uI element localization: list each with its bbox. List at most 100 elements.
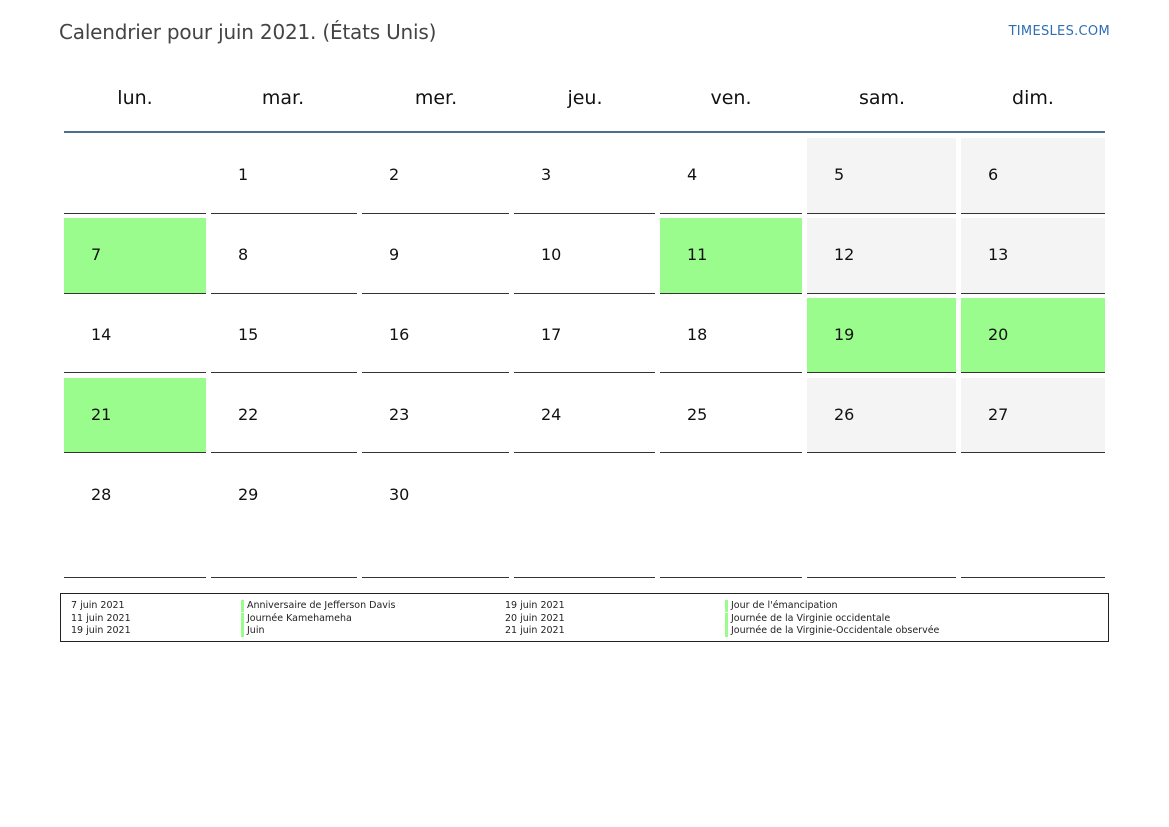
legend-entry: Anniversaire de Jefferson Davis (241, 600, 396, 612)
legend-holiday-name: Juin (247, 625, 265, 636)
day-cell: 1 (211, 138, 357, 214)
day-number: 13 (988, 245, 1009, 264)
legend-color-swatch (241, 612, 244, 625)
legend-entry: Jour de l'émancipation (725, 600, 838, 612)
legend-color-swatch (725, 600, 728, 612)
day-number: 20 (988, 325, 1009, 344)
header-divider (64, 131, 1105, 133)
legend-entry: Journée de la Virginie occidentale (725, 612, 891, 625)
day-cell: 25 (660, 378, 802, 453)
day-cell: 21 (64, 378, 206, 453)
day-cell: 18 (660, 298, 802, 373)
day-number: 29 (238, 485, 259, 504)
day-number: 12 (834, 245, 855, 264)
day-cell: 2 (362, 138, 509, 214)
day-number: 30 (389, 485, 410, 504)
day-cell: 16 (362, 298, 509, 373)
day-number: 16 (389, 325, 410, 344)
day-number: 17 (541, 325, 562, 344)
weekday-label: dim. (1012, 87, 1054, 109)
day-number: 25 (687, 405, 708, 424)
day-cell: 11 (660, 218, 802, 294)
legend-date: 11 juin 2021 (71, 612, 131, 624)
day-number: 21 (91, 405, 112, 424)
day-number: 8 (238, 245, 249, 264)
day-cell: 22 (211, 378, 357, 453)
empty-day-cell (807, 458, 956, 578)
day-cell: 27 (961, 378, 1105, 453)
day-cell: 6 (961, 138, 1105, 214)
day-cell: 17 (514, 298, 655, 373)
empty-day-cell (660, 458, 802, 578)
legend-entry: Journée de la Virginie-Occidentale obser… (725, 625, 940, 637)
legend-date: 20 juin 2021 (505, 612, 565, 624)
day-cell: 30 (362, 458, 509, 578)
legend-holiday-name: Anniversaire de Jefferson Davis (247, 600, 396, 611)
day-number: 2 (389, 165, 400, 184)
day-number: 3 (541, 165, 552, 184)
legend-holiday-name: Journée de la Virginie-Occidentale obser… (731, 625, 940, 636)
empty-day-cell (514, 458, 655, 578)
day-number: 24 (541, 405, 562, 424)
weekday-label: sam. (858, 87, 906, 109)
legend-date: 21 juin 2021 (505, 625, 565, 636)
day-number: 4 (687, 165, 698, 184)
day-cell: 3 (514, 138, 655, 214)
day-cell: 10 (514, 218, 655, 294)
day-number: 10 (541, 245, 562, 264)
day-cell: 5 (807, 138, 956, 214)
day-number: 28 (91, 485, 112, 504)
legend-holiday-name: Journée de la Virginie occidentale (731, 612, 891, 624)
day-cell: 9 (362, 218, 509, 294)
empty-day-cell (961, 458, 1105, 578)
day-number: 5 (834, 165, 845, 184)
legend-holiday-name: Journée Kamehameha (247, 612, 352, 624)
day-cell: 24 (514, 378, 655, 453)
legend-date: 7 juin 2021 (71, 600, 125, 611)
day-number: 23 (389, 405, 410, 424)
holiday-legend: 7 juin 2021 Anniversaire de Jefferson Dav… (60, 593, 1109, 642)
weekday-label: jeu. (567, 87, 603, 109)
legend-color-swatch (725, 612, 728, 625)
day-cell: 15 (211, 298, 357, 373)
day-number: 1 (238, 165, 249, 184)
day-number: 26 (834, 405, 855, 424)
day-number: 14 (91, 325, 112, 344)
weekday-label: ven. (710, 87, 752, 109)
legend-color-swatch (241, 600, 244, 612)
brand-link[interactable]: TIMESLES.COM (1008, 24, 1110, 39)
day-cell: 13 (961, 218, 1105, 294)
day-cell: 28 (64, 458, 206, 578)
day-cell: 12 (807, 218, 956, 294)
day-number: 7 (91, 245, 102, 264)
legend-date: 19 juin 2021 (505, 600, 565, 611)
weekday-label: mar. (261, 87, 305, 109)
day-cell: 4 (660, 138, 802, 214)
legend-color-swatch (241, 625, 244, 637)
day-cell: 26 (807, 378, 956, 453)
day-cell: 29 (211, 458, 357, 578)
legend-color-swatch (725, 625, 728, 637)
day-number: 6 (988, 165, 999, 184)
day-cell: 7 (64, 218, 206, 294)
legend-holiday-name: Jour de l'émancipation (731, 600, 838, 611)
day-number: 11 (687, 245, 708, 264)
day-number: 18 (687, 325, 708, 344)
weekday-label: lun. (117, 87, 153, 109)
day-number: 27 (988, 405, 1009, 424)
legend-date: 19 juin 2021 (71, 625, 131, 636)
legend-entry: Journée Kamehameha (241, 612, 352, 625)
empty-day-cell (64, 138, 206, 214)
weekday-label: mer. (414, 87, 458, 109)
day-cell: 19 (807, 298, 956, 373)
page-title: Calendrier pour juin 2021. (États Unis) (59, 20, 437, 44)
day-number: 22 (238, 405, 259, 424)
day-number: 9 (389, 245, 400, 264)
legend-entry: Juin (241, 625, 265, 637)
day-number: 19 (834, 325, 855, 344)
day-cell: 14 (64, 298, 206, 373)
day-cell: 20 (961, 298, 1105, 373)
day-cell: 8 (211, 218, 357, 294)
day-number: 15 (238, 325, 259, 344)
day-cell: 23 (362, 378, 509, 453)
